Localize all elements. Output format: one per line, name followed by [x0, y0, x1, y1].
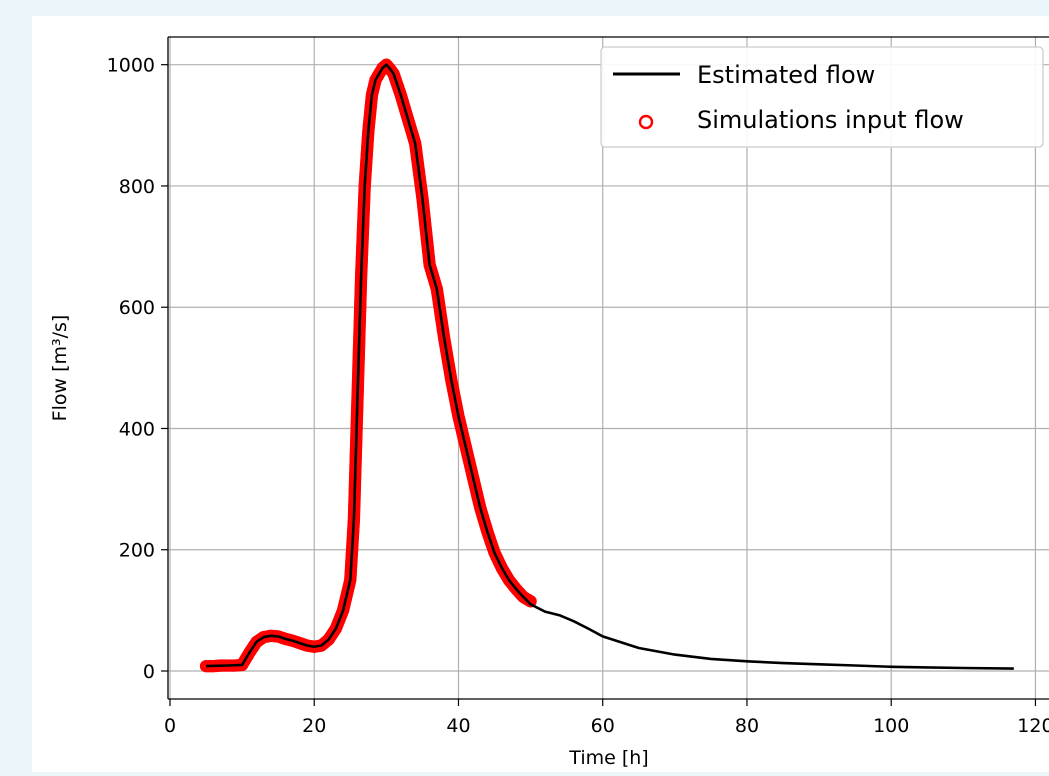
- scatter-series: [199, 58, 537, 673]
- x-axis-label: Time [h]: [568, 747, 648, 769]
- scatter-point: [524, 595, 537, 608]
- y-tick-label: 1000: [107, 55, 155, 77]
- y-tick-label: 800: [119, 176, 155, 198]
- x-tick-label: 120: [1017, 715, 1049, 737]
- x-tick-label: 20: [302, 715, 326, 737]
- y-tick-label: 400: [119, 418, 155, 440]
- y-tick-label: 600: [119, 297, 155, 319]
- legend-label-simulations-input-flow: Simulations input flow: [697, 106, 964, 134]
- x-tick-label: 60: [591, 715, 615, 737]
- x-tick-label: 100: [873, 715, 909, 737]
- chart-figure: 0 20 40 60 80 100 120 0 200 400 600 800 1000 Time [h…: [32, 16, 1049, 772]
- line-series: [206, 63, 1014, 670]
- x-tick-label: 0: [164, 715, 176, 737]
- y-axis-label: Flow [m³/s]: [49, 315, 71, 422]
- legend-label-estimated-flow: Estimated flow: [697, 61, 875, 89]
- ticks: 0 20 40 60 80 100 120 0 200 400 600 800 1000: [107, 55, 1049, 737]
- x-tick-label: 40: [446, 715, 470, 737]
- x-tick-label: 80: [735, 715, 759, 737]
- legend-marker-swatch: [638, 114, 654, 130]
- estimated-flow-line: [206, 63, 1014, 670]
- flow-chart: 0 20 40 60 80 100 120 0 200 400 600 800 1000 Time [h…: [49, 36, 1049, 769]
- legend-box: [600, 46, 1044, 148]
- legend: Estimated flow Simulations input flow: [600, 46, 1044, 148]
- y-tick-label: 200: [119, 540, 155, 562]
- y-tick-label: 0: [143, 661, 155, 683]
